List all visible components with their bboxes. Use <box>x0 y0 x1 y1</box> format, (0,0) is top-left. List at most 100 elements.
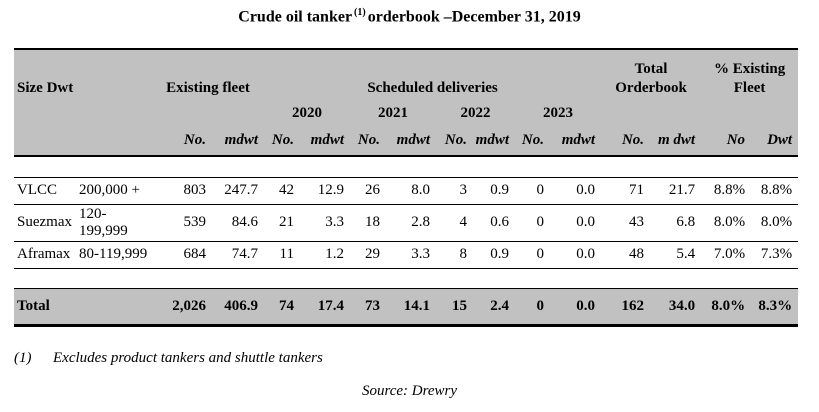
cell: 42 <box>264 176 300 205</box>
header-total-orderbook-line2: Orderbook <box>615 80 687 96</box>
header-row-years: 2020 2021 2022 2023 <box>14 101 799 128</box>
subheader-2021-mdwt: mdwt <box>386 128 436 157</box>
cell: 0 <box>515 176 550 205</box>
cell: 247.7 <box>212 176 264 205</box>
cell: 0 <box>515 241 550 269</box>
title-prefix: Crude oil tanker <box>238 8 353 26</box>
cell: 74.7 <box>212 241 264 269</box>
orderbook-table: Size Dwt Existing fleet Scheduled delive… <box>14 48 799 327</box>
table-header: Size Dwt Existing fleet Scheduled delive… <box>14 48 799 157</box>
cell: 3 <box>436 176 473 205</box>
cell: 803 <box>152 176 212 205</box>
footnote-text: Excludes product tankers and shuttle tan… <box>53 350 323 366</box>
cell: 539 <box>152 204 212 242</box>
footnote-reference: (1) <box>354 7 366 18</box>
total-cell: 15 <box>436 287 473 327</box>
subheader-pct-no: No <box>701 128 752 157</box>
total-cell: 8.0% <box>701 287 752 327</box>
cell: 0.0 <box>550 176 602 205</box>
header-year-2022: 2022 <box>436 101 515 128</box>
subheader-2020-mdwt: mdwt <box>300 128 350 157</box>
cell: 8.0% <box>701 204 752 242</box>
header-pct-existing-line2: Fleet <box>733 80 766 96</box>
cell: 1.2 <box>300 241 350 269</box>
table-body: VLCC 200,000 + 803 247.7 42 12.9 26 8.0 … <box>14 156 799 327</box>
cell: 48 <box>601 241 651 269</box>
header-existing-fleet: Existing fleet <box>152 48 264 101</box>
cell: 43 <box>601 204 651 242</box>
cell: 8.8% <box>751 176 799 205</box>
dwt-cell: 120-199,999 <box>76 204 152 242</box>
total-row: Total 2,026 406.9 74 17.4 73 14.1 15 2.4… <box>14 287 799 327</box>
empty-cell <box>701 101 799 128</box>
header-pct-existing-line1: % Existing <box>713 61 786 77</box>
total-cell: 14.1 <box>386 287 436 327</box>
cell: 6.8 <box>650 204 702 242</box>
size-cell: Suezmax <box>14 204 76 242</box>
empty-cell <box>14 128 152 157</box>
cell: 4 <box>436 204 473 242</box>
spacer-row <box>14 268 799 288</box>
subheader-2023-mdwt: mdwt <box>550 128 602 157</box>
cell: 2.8 <box>386 204 436 242</box>
cell: 0.0 <box>550 204 602 242</box>
subheader-orderbook-no: No. <box>601 128 651 157</box>
cell: 3.3 <box>386 241 436 269</box>
total-label-cell: Total <box>14 287 152 327</box>
table-row-vlcc: VLCC 200,000 + 803 247.7 42 12.9 26 8.0 … <box>14 176 799 205</box>
subheader-pct-dwt: Dwt <box>751 128 799 157</box>
empty-cell <box>601 101 702 128</box>
cell: 8 <box>436 241 473 269</box>
total-cell: 2.4 <box>473 287 515 327</box>
footnote-marker: (1) <box>14 350 32 366</box>
header-row-units: No. mdwt No. mdwt No. mdwt No. mdwt No. … <box>14 128 799 157</box>
cell: 0.9 <box>473 176 515 205</box>
cell: 26 <box>350 176 386 205</box>
subheader-2021-no: No. <box>350 128 386 157</box>
header-scheduled-deliveries: Scheduled deliveries <box>264 48 602 101</box>
subheader-2023-no: No. <box>515 128 550 157</box>
cell: 8.0% <box>751 204 799 242</box>
header-year-2023: 2023 <box>515 101 602 128</box>
subheader-2022-mdwt: mdwt <box>473 128 515 157</box>
cell: 7.3% <box>751 241 799 269</box>
header-year-2020: 2020 <box>264 101 350 128</box>
cell: 5.4 <box>650 241 702 269</box>
header-total-orderbook-line1: Total <box>634 61 668 77</box>
dwt-cell: 200,000 + <box>76 176 152 205</box>
table-title: Crude oil tanker (1) orderbook –December 3… <box>0 7 819 26</box>
cell: 8.8% <box>701 176 752 205</box>
table-row-suezmax: Suezmax 120-199,999 539 84.6 21 3.3 18 2… <box>14 204 799 242</box>
total-cell: 2,026 <box>152 287 212 327</box>
header-total-orderbook: Total Orderbook <box>601 48 702 101</box>
subheader-2020-no: No. <box>264 128 300 157</box>
cell: 21.7 <box>650 176 702 205</box>
total-cell: 74 <box>264 287 300 327</box>
cell: 84.6 <box>212 204 264 242</box>
total-cell: 34.0 <box>650 287 702 327</box>
dwt-cell: 80-119,999 <box>76 241 152 269</box>
total-cell: 0 <box>515 287 550 327</box>
total-cell: 406.9 <box>212 287 264 327</box>
cell: 3.3 <box>300 204 350 242</box>
cell: 21 <box>264 204 300 242</box>
cell: 11 <box>264 241 300 269</box>
cell: 0.0 <box>550 241 602 269</box>
cell: 0.9 <box>473 241 515 269</box>
subheader-existing-no: No. <box>152 128 212 157</box>
cell: 684 <box>152 241 212 269</box>
cell: 0.6 <box>473 204 515 242</box>
total-cell: 162 <box>601 287 651 327</box>
title-suffix: orderbook –December 31, 2019 <box>367 8 581 26</box>
header-row-groups: Size Dwt Existing fleet Scheduled delive… <box>14 48 799 101</box>
subheader-orderbook-mdwt: m dwt <box>650 128 702 157</box>
spacer-row <box>14 156 799 177</box>
header-pct-existing-fleet: % Existing Fleet <box>701 48 799 101</box>
total-cell: 73 <box>350 287 386 327</box>
cell: 7.0% <box>701 241 752 269</box>
total-cell: 17.4 <box>300 287 350 327</box>
size-cell: Aframax <box>14 241 76 269</box>
subheader-existing-mdwt: mdwt <box>212 128 264 157</box>
cell: 8.0 <box>386 176 436 205</box>
header-year-2021: 2021 <box>350 101 436 128</box>
